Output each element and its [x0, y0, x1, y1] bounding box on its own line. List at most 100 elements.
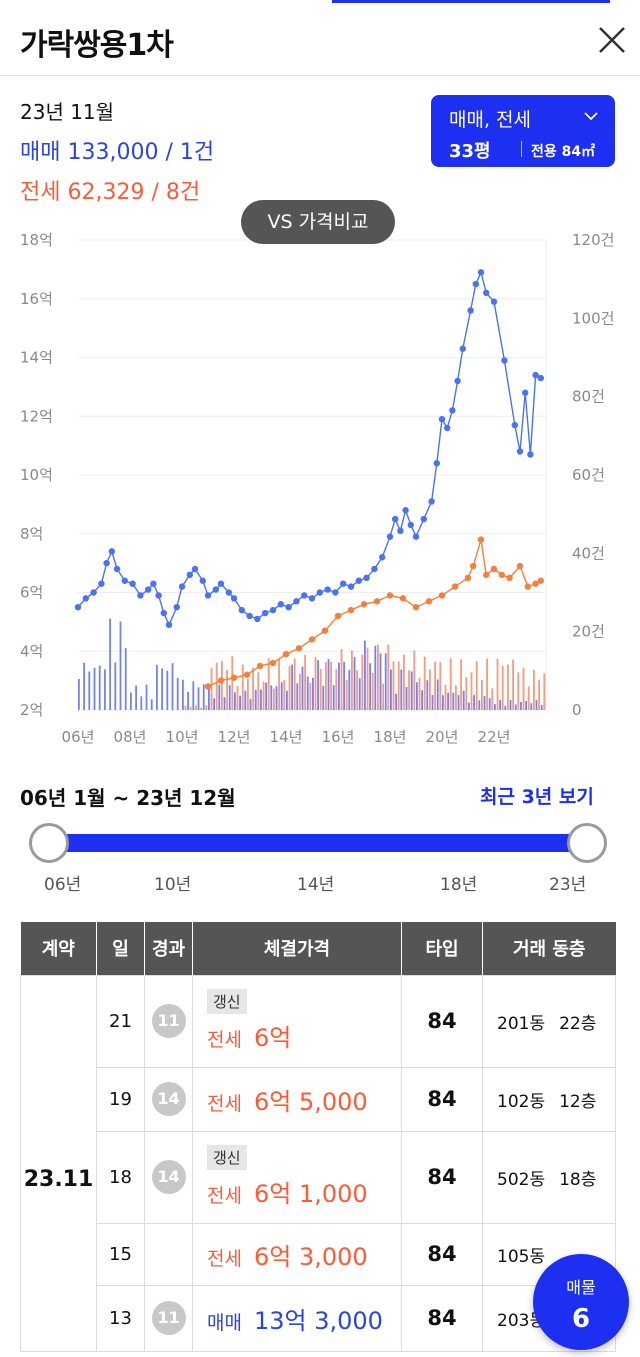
- data-point-sale: [212, 586, 219, 593]
- volume-bar-sale: [150, 699, 153, 710]
- data-point-sale: [113, 565, 121, 573]
- volume-bar-sale: [421, 690, 424, 710]
- data-point-sale: [145, 586, 152, 593]
- volume-bar-sale: [301, 666, 304, 710]
- deal-price: 6억 1,000: [253, 1180, 368, 1208]
- volume-bar-sale: [348, 669, 351, 710]
- data-point-jeonse: [470, 562, 477, 570]
- data-point-sale: [355, 577, 362, 584]
- volume-bar-sale: [462, 690, 465, 710]
- data-point-sale: [444, 424, 451, 432]
- elapsed-badge: 11: [151, 1004, 186, 1038]
- deal-type-filter-button[interactable]: 매매, 전세 33평 전용 84㎡: [431, 95, 615, 167]
- data-point-sale: [293, 598, 300, 605]
- volume-bar-sale: [228, 685, 231, 710]
- volume-bar-sale: [265, 682, 268, 710]
- row-price: 갱신 전세 6억: [192, 974, 402, 1068]
- data-point-sale: [165, 621, 173, 629]
- volume-bar-jeonse: [429, 669, 431, 710]
- row-dong-floor: 201동 22층: [482, 974, 616, 1068]
- data-point-sale: [230, 595, 238, 602]
- compare-price-button[interactable]: VS 가격비교: [241, 200, 395, 244]
- data-point-sale: [477, 269, 485, 276]
- range-end-handle[interactable]: [567, 823, 607, 863]
- close-icon[interactable]: [592, 20, 632, 60]
- row-price: 전세 6억 5,000: [192, 1066, 402, 1132]
- y-right-tick-label: 20건: [572, 623, 605, 641]
- volume-bar-jeonse: [444, 684, 447, 710]
- elapsed-badge: 11: [151, 1301, 186, 1335]
- range-slider-track[interactable]: [49, 834, 587, 852]
- range-start-handle[interactable]: [29, 823, 69, 863]
- volume-bar-sale: [431, 694, 434, 710]
- volume-bar-jeonse: [330, 661, 333, 710]
- table-row[interactable]: 18 14 갱신 전세 6억 1,000 84 502동 18층: [21, 1130, 616, 1224]
- data-point-sale: [316, 589, 323, 596]
- data-point-sale: [308, 595, 316, 602]
- table-row[interactable]: 23.11 21 11 갱신 전세 6억 84 201동 22층: [20, 974, 616, 1352]
- data-point-jeonse: [360, 601, 368, 608]
- volume-bar-jeonse: [236, 686, 239, 710]
- volume-bar-sale: [260, 689, 262, 710]
- data-point-jeonse: [477, 536, 485, 543]
- volume-bar-jeonse: [460, 659, 463, 710]
- volume-bar-sale: [140, 696, 143, 710]
- volume-bar-sale: [98, 665, 101, 710]
- data-point-sale: [301, 592, 308, 599]
- volume-bar-sale: [213, 698, 216, 710]
- data-point-sale: [225, 589, 232, 596]
- data-point-sale: [420, 515, 427, 523]
- data-point-jeonse: [308, 636, 316, 643]
- table-row[interactable]: 13 11 매매 13억 3,000 84 203동: [21, 1284, 616, 1352]
- data-point-sale: [412, 533, 420, 540]
- col-header-elapsed: 경과: [144, 922, 193, 975]
- row-dong: 201동: [497, 1013, 546, 1034]
- data-point-jeonse: [498, 571, 505, 579]
- deal-price: 6억: [253, 1024, 292, 1052]
- x-tick-label: 14년: [270, 728, 303, 746]
- volume-bar-sale: [161, 668, 164, 710]
- volume-bar-sale: [483, 696, 486, 710]
- renewal-tag: 갱신: [207, 1145, 247, 1170]
- volume-bar-sale: [119, 621, 122, 710]
- price-chart: 2억 4억 6억 8억 10억 12억 14억 16억 18억 0 20건 40건 60건 80건 100건…: [20, 231, 614, 746]
- y-left-tick-label: 16억: [20, 290, 53, 308]
- table-row[interactable]: 19 14 전세 6억 5,000 84 102동 12층: [21, 1066, 616, 1132]
- volume-bar-sale: [374, 645, 377, 710]
- table-row[interactable]: 15 전세 6억 3,000 84 105동: [21, 1222, 616, 1286]
- volume-bar-sale: [468, 702, 470, 710]
- filter-area: 전용 84㎡: [531, 144, 596, 160]
- data-point-sale: [386, 533, 394, 540]
- volume-bar-sale: [478, 700, 481, 710]
- volume-bar-sale: [395, 693, 398, 710]
- volume-bar-jeonse: [366, 647, 369, 710]
- data-point-sale: [511, 421, 518, 429]
- data-point-sale: [522, 389, 529, 396]
- volume-bar-jeonse: [496, 658, 499, 710]
- volume-bar-jeonse: [314, 657, 317, 710]
- volume-bar-sale: [306, 676, 309, 710]
- volume-bar-jeonse: [195, 705, 197, 710]
- volume-bar-sale: [494, 704, 496, 710]
- volume-bar-jeonse: [189, 707, 192, 710]
- volume-bar-sale: [436, 679, 439, 710]
- volume-bar-sale: [192, 681, 195, 710]
- volume-bar-sale: [223, 697, 226, 710]
- volume-bar-sale: [514, 704, 517, 710]
- data-point-jeonse: [269, 659, 277, 667]
- data-point-sale: [98, 580, 105, 587]
- volume-bar-jeonse: [371, 672, 374, 710]
- deal-kind: 전세: [207, 1092, 242, 1115]
- data-point-jeonse: [490, 565, 498, 573]
- recent-3-years-button[interactable]: 최근 3년 보기: [480, 786, 594, 808]
- volume-bar-sale: [312, 677, 314, 710]
- volume-bar-sale: [109, 618, 112, 710]
- data-point-sale: [454, 377, 461, 385]
- data-point-sale: [379, 554, 386, 561]
- elapsed-badge: 14: [151, 1160, 186, 1194]
- volume-bar-jeonse: [481, 680, 483, 710]
- volume-bar-sale: [499, 699, 502, 710]
- data-point-sale: [438, 415, 446, 423]
- listings-fab-button[interactable]: 매물 6: [533, 1254, 629, 1350]
- y-left-tick-label: 4억: [20, 642, 43, 660]
